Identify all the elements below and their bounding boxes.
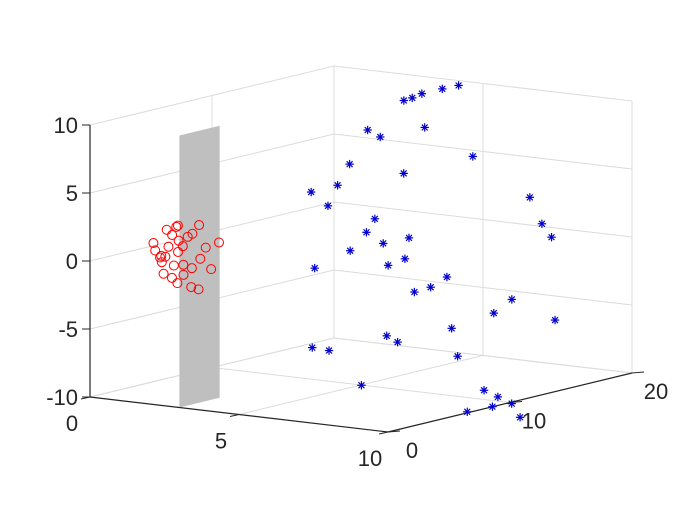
data-point-asterisk	[382, 331, 391, 341]
data-point-asterisk	[345, 159, 354, 169]
data-point-circle	[182, 231, 193, 242]
data-point-circle	[172, 278, 183, 289]
z-tick-label: -5	[58, 317, 78, 342]
data-point-circle	[160, 251, 171, 262]
data-point-asterisk	[324, 346, 334, 355]
data-point-asterisk	[454, 81, 463, 90]
data-point-circle	[166, 272, 177, 283]
data-point-circle	[148, 238, 159, 249]
data-point-circle	[177, 241, 188, 252]
data-point-asterisk	[310, 263, 319, 273]
data-point-asterisk	[383, 261, 393, 270]
z-tick-label: 0	[66, 249, 78, 274]
data-point-asterisk	[404, 233, 414, 243]
data-point-asterisk	[357, 381, 366, 390]
data-point-asterisk	[479, 386, 489, 395]
data-point-circle	[167, 229, 178, 240]
data-point-circle	[178, 259, 189, 270]
data-point-asterisk	[525, 193, 535, 202]
data-point-asterisk	[323, 201, 333, 211]
data-point-circle	[156, 250, 167, 261]
data-point-asterisk	[393, 337, 402, 347]
data-point-circle	[156, 257, 167, 268]
separating-plane-surface	[179, 125, 220, 408]
data-point-asterisk	[417, 89, 427, 98]
data-point-circle	[194, 220, 205, 231]
data-point-asterisk	[306, 187, 316, 197]
data-point-asterisk	[370, 214, 380, 224]
data-point-asterisk	[333, 181, 342, 190]
data-point-circle	[193, 284, 204, 295]
data-point-circle	[171, 221, 182, 232]
data-point-circle	[200, 242, 211, 253]
data-point-circle	[195, 253, 206, 264]
data-point-asterisk	[442, 272, 452, 282]
data-point-asterisk	[507, 295, 517, 304]
data-point-asterisk	[400, 254, 410, 263]
data-point-asterisk	[362, 228, 371, 237]
x-tick-label: 10	[358, 446, 382, 471]
data-point-circle	[186, 282, 197, 293]
data-point-asterisk	[379, 239, 388, 248]
data-point-asterisk	[399, 169, 408, 178]
data-point-circle	[186, 263, 197, 274]
data-point-asterisk	[308, 343, 317, 352]
data-point-asterisk	[408, 93, 417, 103]
data-point-asterisk	[550, 315, 560, 325]
data-point-asterisk	[420, 123, 429, 132]
z-tick-label: -10	[46, 385, 78, 410]
z-tick-label: 5	[66, 181, 78, 206]
y-tick-label: 0	[406, 438, 418, 463]
data-point-circle	[206, 264, 217, 275]
y-tick-label: 10	[522, 409, 546, 434]
data-point-asterisk	[447, 324, 456, 333]
data-point-asterisk	[453, 352, 462, 361]
data-point-circle	[168, 260, 179, 271]
data-point-asterisk	[426, 283, 435, 292]
tick-labels: 0 5 10 0 10 20 -10 -5 0 5 10	[46, 113, 668, 471]
data-point-asterisk	[507, 399, 516, 408]
data-point-asterisk	[376, 132, 385, 142]
x-tick-label: 5	[215, 429, 227, 454]
data-point-circle	[155, 252, 166, 263]
data-point-asterisk	[410, 287, 419, 297]
data-point-asterisk	[488, 402, 497, 411]
data-point-circle	[163, 241, 174, 252]
data-point-circle	[150, 245, 161, 256]
data-point-asterisk	[438, 84, 447, 94]
data-point-asterisk	[493, 392, 503, 402]
y-tick-label: 20	[644, 379, 668, 404]
data-point-asterisk	[468, 152, 477, 161]
data-point-asterisk	[515, 413, 525, 422]
data-points	[148, 81, 560, 422]
z-tick-label: 10	[54, 113, 78, 138]
data-point-circle	[161, 224, 172, 235]
data-point-circle	[158, 268, 169, 279]
data-point-asterisk	[363, 125, 372, 135]
data-point-asterisk	[399, 96, 409, 105]
data-point-asterisk	[489, 308, 498, 318]
x-tick-mark	[229, 414, 240, 417]
y-tick-mark	[387, 430, 401, 433]
data-point-circle	[172, 220, 183, 231]
axis-lines	[80, 124, 645, 435]
data-point-asterisk	[463, 407, 472, 416]
data-point-asterisk	[537, 219, 547, 228]
data-point-circle	[178, 269, 189, 280]
x-tick-mark	[378, 431, 389, 435]
grid-lines	[89, 65, 633, 433]
x-tick-label: 0	[66, 411, 78, 436]
data-point-asterisk	[547, 232, 556, 242]
data-point-circle	[214, 237, 224, 248]
y-tick-mark	[631, 371, 645, 374]
data-point-asterisk	[345, 246, 355, 255]
separating-plane	[179, 125, 220, 408]
